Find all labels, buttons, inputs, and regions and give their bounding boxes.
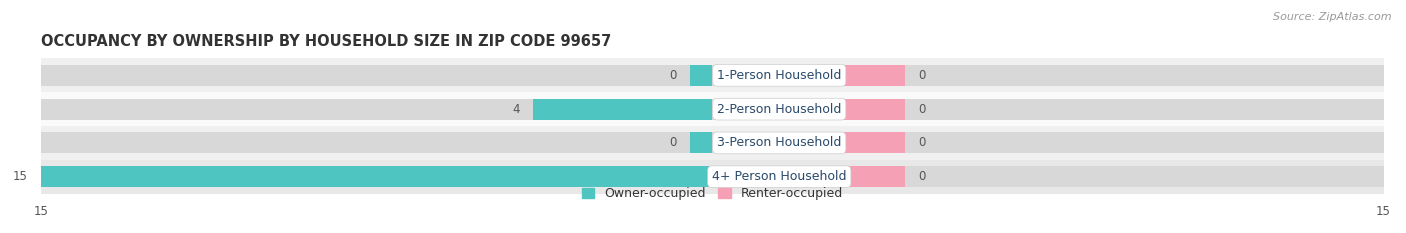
Bar bbox=[41, 65, 713, 86]
Bar bbox=[41, 166, 713, 187]
Bar bbox=[41, 160, 1384, 194]
Text: 0: 0 bbox=[669, 69, 676, 82]
Text: 3-Person Household: 3-Person Household bbox=[717, 136, 842, 149]
Bar bbox=[713, 166, 1384, 187]
Bar bbox=[690, 132, 713, 153]
Bar bbox=[690, 65, 713, 86]
Bar bbox=[713, 99, 1384, 120]
Bar bbox=[533, 99, 713, 120]
Text: 4+ Person Household: 4+ Person Household bbox=[711, 170, 846, 183]
Bar bbox=[824, 132, 904, 153]
Bar bbox=[824, 166, 904, 187]
Text: 4: 4 bbox=[512, 103, 520, 116]
Text: 2-Person Household: 2-Person Household bbox=[717, 103, 842, 116]
Text: 0: 0 bbox=[918, 170, 925, 183]
Bar bbox=[824, 99, 904, 120]
Bar bbox=[41, 92, 1384, 126]
Text: 0: 0 bbox=[918, 136, 925, 149]
Bar bbox=[713, 132, 1384, 153]
Text: OCCUPANCY BY OWNERSHIP BY HOUSEHOLD SIZE IN ZIP CODE 99657: OCCUPANCY BY OWNERSHIP BY HOUSEHOLD SIZE… bbox=[41, 34, 612, 49]
Text: 0: 0 bbox=[669, 136, 676, 149]
Bar bbox=[41, 132, 713, 153]
Bar bbox=[824, 65, 904, 86]
Bar bbox=[41, 126, 1384, 160]
Text: 0: 0 bbox=[918, 69, 925, 82]
Text: Source: ZipAtlas.com: Source: ZipAtlas.com bbox=[1274, 12, 1392, 22]
Legend: Owner-occupied, Renter-occupied: Owner-occupied, Renter-occupied bbox=[582, 187, 842, 200]
Bar bbox=[713, 65, 1384, 86]
Text: 1-Person Household: 1-Person Household bbox=[717, 69, 842, 82]
Bar bbox=[41, 99, 713, 120]
Bar bbox=[41, 166, 713, 187]
Bar bbox=[41, 58, 1384, 92]
Text: 15: 15 bbox=[13, 170, 27, 183]
Text: 0: 0 bbox=[918, 103, 925, 116]
